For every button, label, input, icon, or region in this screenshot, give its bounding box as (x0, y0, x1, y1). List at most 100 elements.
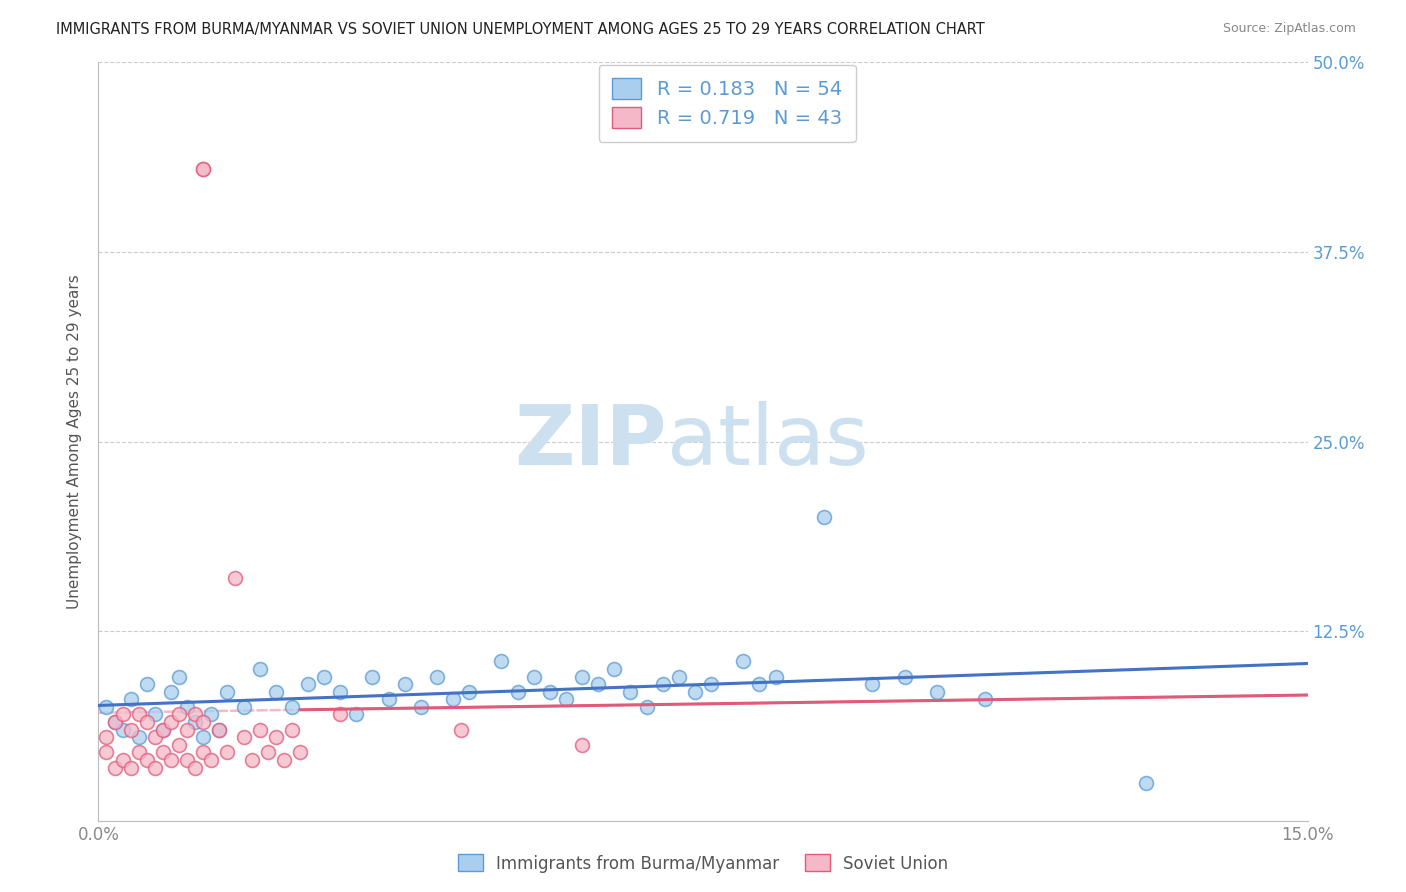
Point (96, 699, 118, 714)
Point (683, 685, 706, 699)
Point (893, 669, 915, 683)
Point (208, 723, 231, 737)
Point (143, 760, 166, 774)
Point (184, 715, 207, 730)
Point (733, 655, 755, 669)
Point (700, 677, 723, 691)
Point (586, 677, 609, 691)
Legend: Immigrants from Burma/Myanmar, Soviet Union: Immigrants from Burma/Myanmar, Soviet Un… (451, 847, 955, 880)
Point (135, 677, 157, 691)
Point (96, 746, 118, 760)
Point (152, 723, 174, 737)
Point (184, 760, 207, 774)
Point (103, 760, 125, 774)
Point (619, 685, 641, 699)
Point (249, 662, 271, 676)
Point (1135, 776, 1157, 790)
Point (571, 738, 593, 752)
Point (232, 730, 254, 744)
Point (506, 685, 529, 699)
Point (176, 723, 198, 737)
Text: ZIP: ZIP (515, 401, 666, 482)
Point (240, 753, 263, 767)
Point (160, 753, 183, 767)
Point (111, 707, 134, 722)
Point (426, 669, 449, 683)
Point (273, 753, 295, 767)
Point (135, 715, 157, 730)
Point (394, 677, 416, 691)
Point (314, 669, 336, 683)
Point (200, 707, 222, 722)
Point (281, 723, 304, 737)
Point (297, 677, 319, 691)
Point (813, 510, 835, 524)
Point (167, 707, 190, 722)
Point (193, 715, 215, 730)
Point (143, 730, 166, 744)
Point (96, 730, 118, 744)
Point (748, 677, 770, 691)
Point (765, 669, 787, 683)
Point (208, 723, 231, 737)
Point (249, 723, 271, 737)
Point (152, 746, 174, 760)
Point (603, 662, 626, 676)
Point (329, 685, 352, 699)
Point (377, 692, 399, 706)
Point (523, 669, 546, 683)
Point (217, 746, 239, 760)
Point (111, 753, 134, 767)
Point (281, 699, 304, 714)
Point (167, 738, 190, 752)
Point (128, 730, 150, 744)
Point (538, 685, 561, 699)
Point (450, 723, 472, 737)
Point (860, 677, 883, 691)
Point (925, 685, 948, 699)
Point (668, 669, 690, 683)
Point (103, 715, 125, 730)
Point (264, 685, 287, 699)
Point (103, 715, 125, 730)
Point (193, 161, 215, 176)
Point (555, 692, 578, 706)
Point (636, 699, 658, 714)
Point (128, 746, 150, 760)
Point (120, 723, 142, 737)
Point (120, 692, 142, 706)
Point (120, 760, 142, 774)
Point (160, 685, 183, 699)
Legend: R = 0.183   N = 54, R = 0.719   N = 43: R = 0.183 N = 54, R = 0.719 N = 43 (599, 64, 856, 142)
Point (361, 669, 384, 683)
Point (441, 692, 464, 706)
Point (193, 730, 215, 744)
Point (143, 707, 166, 722)
Point (176, 753, 198, 767)
Point (288, 746, 311, 760)
Point (264, 730, 287, 744)
Point (111, 723, 134, 737)
Point (232, 699, 254, 714)
Point (200, 753, 222, 767)
Point (193, 161, 215, 176)
Point (458, 685, 481, 699)
Point (256, 746, 278, 760)
Text: atlas: atlas (666, 401, 869, 482)
Point (491, 655, 513, 669)
Point (329, 707, 352, 722)
Point (176, 699, 198, 714)
Text: IMMIGRANTS FROM BURMA/MYANMAR VS SOVIET UNION UNEMPLOYMENT AMONG AGES 25 TO 29 Y: IMMIGRANTS FROM BURMA/MYANMAR VS SOVIET … (56, 22, 986, 37)
Y-axis label: Unemployment Among Ages 25 to 29 years: Unemployment Among Ages 25 to 29 years (67, 274, 83, 609)
Point (167, 669, 190, 683)
Point (344, 707, 367, 722)
Point (409, 699, 432, 714)
Point (160, 715, 183, 730)
Point (193, 746, 215, 760)
Point (184, 707, 207, 722)
Point (224, 571, 246, 585)
Point (152, 723, 174, 737)
Point (217, 685, 239, 699)
Point (571, 669, 593, 683)
Point (974, 692, 997, 706)
